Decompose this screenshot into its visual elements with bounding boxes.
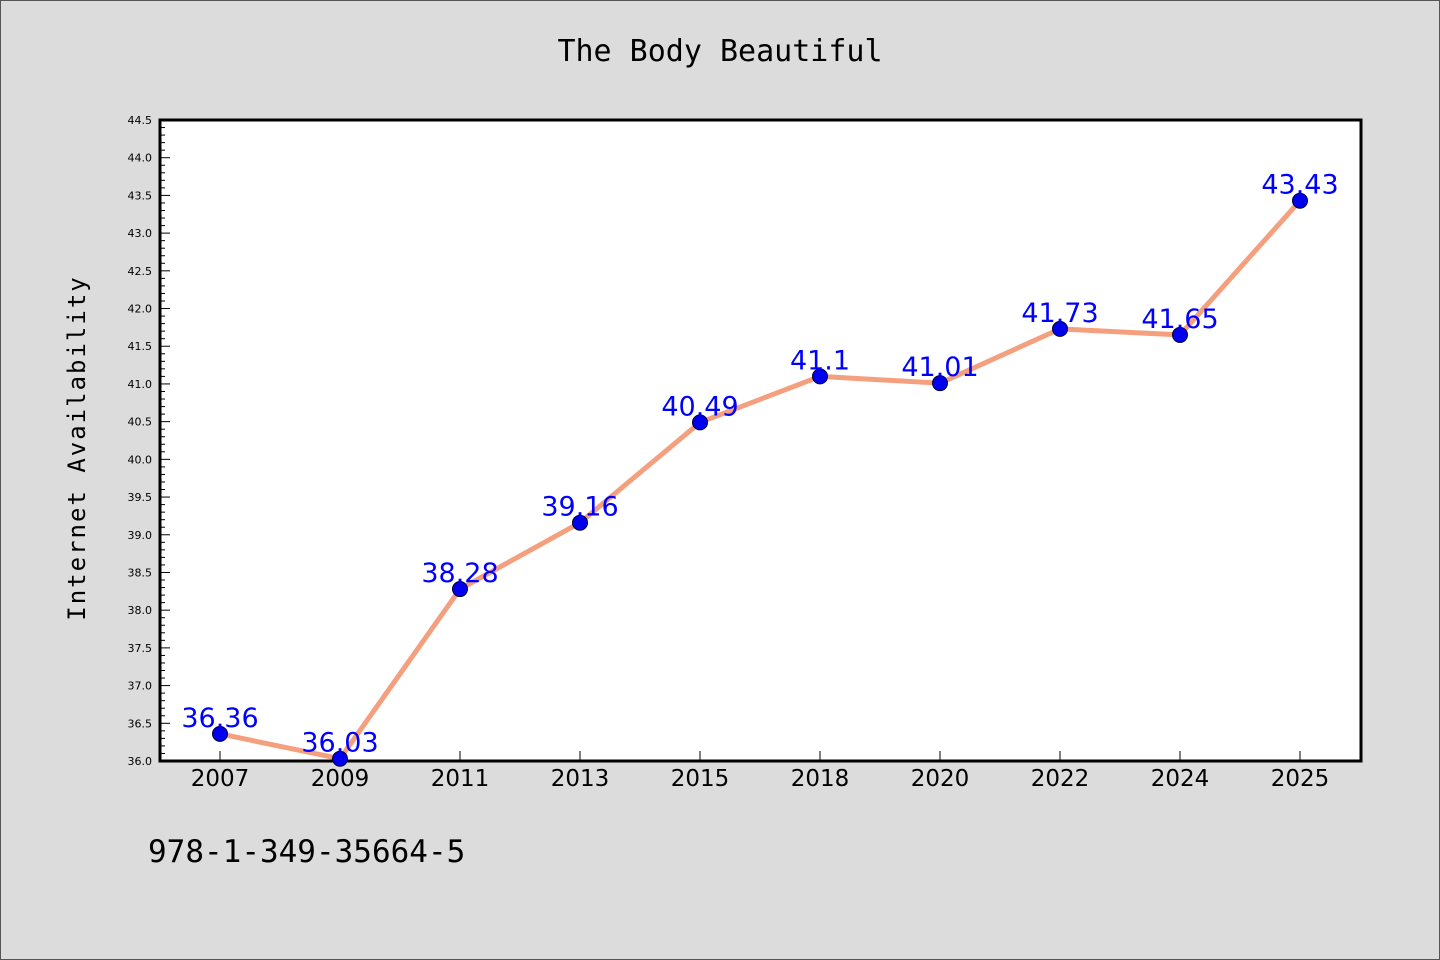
y-tick-label: 41.0 — [128, 378, 153, 391]
data-label: 38.28 — [421, 558, 498, 589]
data-point — [932, 375, 948, 392]
y-tick-label: 36.0 — [128, 755, 153, 768]
data-label: 41.65 — [1141, 304, 1218, 335]
data-point — [452, 581, 468, 598]
y-tick-label: 43.0 — [128, 227, 153, 240]
y-tick-label: 38.0 — [128, 604, 153, 617]
y-axis: 36.0 36.5 37.0 37.5 38.0 38.5 39.0 39.5 40.0 40.5… — [128, 114, 170, 768]
y-tick-label: 44.0 — [128, 152, 153, 165]
data-point — [212, 725, 228, 742]
data-label: 40.49 — [661, 391, 738, 422]
data-label: 36.03 — [301, 728, 378, 759]
data-point — [1052, 320, 1068, 337]
data-label: 36.36 — [181, 703, 258, 734]
y-tick-label: 36.5 — [128, 717, 153, 730]
data-label: 39.16 — [541, 492, 618, 523]
y-tick-label: 40.0 — [128, 453, 153, 466]
data-point — [812, 368, 828, 385]
x-tick-label: 2020 — [911, 766, 970, 792]
isbn-text: 978-1-349-35664-5 — [148, 834, 466, 870]
data-point — [1172, 326, 1188, 343]
chart-title: The Body Beautiful — [557, 34, 883, 69]
x-tick-label: 2024 — [1151, 766, 1210, 792]
data-label: 43.43 — [1261, 170, 1338, 201]
x-tick-label: 2009 — [311, 766, 370, 792]
y-tick-label: 44.5 — [128, 114, 153, 127]
data-label: 41.73 — [1021, 298, 1098, 329]
y-tick-label: 37.0 — [128, 680, 153, 693]
y-tick-label: 39.0 — [128, 529, 153, 542]
y-tick-label: 37.5 — [128, 642, 153, 655]
x-tick-label: 2022 — [1031, 766, 1090, 792]
data-label: 41.01 — [901, 352, 978, 383]
y-tick-label: 40.5 — [128, 416, 153, 429]
x-tick-label: 2025 — [1271, 766, 1330, 792]
series-line — [219, 199, 1302, 762]
data-point — [692, 414, 708, 431]
data-point — [1292, 192, 1308, 209]
data-point — [332, 750, 348, 767]
y-tick-label: 43.5 — [128, 189, 153, 202]
x-tick-label: 2018 — [791, 766, 850, 792]
x-tick-label: 2011 — [431, 766, 490, 792]
y-tick-label: 38.5 — [128, 566, 153, 579]
x-axis: 2007 2009 2011 2013 2015 2018 2020 2022 2024 2025 — [191, 751, 1330, 792]
x-tick-label: 2015 — [671, 766, 730, 792]
y-tick-label: 42.5 — [128, 265, 153, 278]
data-label: 41.1 — [790, 345, 850, 376]
y-tick-label: 41.5 — [128, 340, 153, 353]
series-layer: 36.36 36.03 38.28 39.16 40.49 41.1 41.01 41.73 4… — [181, 170, 1339, 767]
y-axis-label: Internet Availability — [63, 275, 91, 620]
y-tick-label: 39.5 — [128, 491, 153, 504]
plot-area — [158, 118, 1363, 763]
x-tick-label: 2013 — [551, 766, 610, 792]
x-tick-label: 2007 — [191, 766, 250, 792]
y-tick-label: 42.0 — [128, 303, 153, 316]
data-point — [572, 514, 588, 531]
